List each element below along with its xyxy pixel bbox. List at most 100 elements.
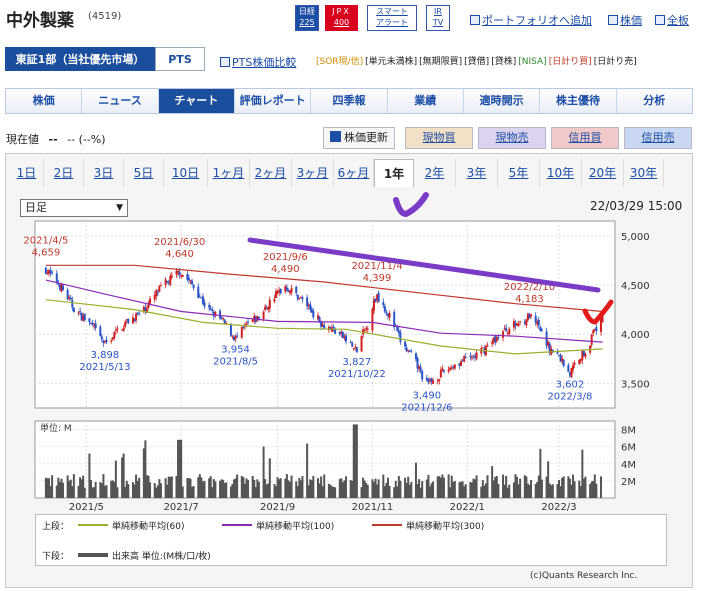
candle-body — [393, 311, 396, 328]
spot-buy-button[interactable]: 現物買 — [405, 127, 473, 149]
candle-body — [491, 341, 494, 344]
tab-chart[interactable]: チャート — [158, 89, 235, 113]
margin-buy-button[interactable]: 信用買 — [551, 127, 619, 149]
volume-bar — [236, 474, 239, 498]
trend-line-annotation — [247, 237, 601, 293]
jpx400-badge[interactable]: JPX 400 — [325, 5, 358, 31]
candle-body — [142, 306, 145, 312]
volume-bar — [438, 476, 441, 498]
margin-sell-button[interactable]: 信用売 — [624, 127, 692, 149]
volume-bar — [360, 487, 363, 498]
candle-body — [581, 350, 584, 361]
full-board-link[interactable]: 全板 — [655, 12, 689, 28]
tab-disclosure[interactable]: 適時開示 — [464, 89, 541, 113]
period-3[interactable]: 5日 — [124, 159, 164, 187]
candle-body — [355, 347, 358, 353]
period-12[interactable]: 5年 — [498, 159, 540, 187]
candle-body — [461, 360, 464, 362]
candle-body — [436, 380, 439, 382]
volume-bar — [425, 479, 428, 498]
candle-body — [116, 328, 119, 330]
period-14[interactable]: 20年 — [582, 159, 624, 187]
period-8[interactable]: 6ヶ月 — [334, 159, 374, 187]
volume-bar — [113, 481, 116, 498]
candle-body — [219, 310, 222, 319]
tab-shikiho[interactable]: 四季報 — [311, 89, 388, 113]
tab-earnings[interactable]: 業績 — [388, 89, 464, 113]
candle-body — [360, 336, 363, 352]
candle-body — [312, 311, 315, 318]
period-10[interactable]: 2年 — [414, 159, 456, 187]
period-9[interactable]: 1年 — [374, 159, 414, 187]
pts-compare-link[interactable]: PTS株価比較 — [220, 54, 296, 70]
volume-bar — [452, 481, 455, 498]
volume-bar — [372, 481, 375, 498]
volume-bar — [386, 477, 389, 498]
volume-bar — [71, 486, 74, 498]
interval-select[interactable]: 日足 ▼ — [20, 199, 128, 217]
period-0[interactable]: 1日 — [10, 159, 44, 187]
period-7[interactable]: 3ヶ月 — [292, 159, 334, 187]
volume-bar — [144, 440, 147, 498]
volume-bar — [169, 476, 172, 498]
candle-body — [475, 352, 478, 359]
stock-price-link[interactable]: 株価 — [608, 12, 642, 28]
volume-bar — [262, 446, 265, 498]
volume-bar — [200, 477, 203, 498]
candle-body — [371, 308, 374, 331]
tab-price[interactable]: 株価 — [6, 89, 83, 113]
volume-bar — [231, 483, 234, 498]
volume-bar — [382, 474, 385, 498]
tab-rating-report[interactable]: 評価レポート — [235, 89, 312, 113]
nikkei-number: 225 — [299, 18, 315, 27]
candle-body — [386, 313, 389, 316]
stock-code: (4519) — [88, 11, 122, 22]
market-primary-tab[interactable]: 東証1部（当社優先市場） — [5, 47, 155, 71]
candle-body — [590, 334, 593, 345]
volume-bar — [177, 439, 180, 498]
pts-tab[interactable]: PTS — [155, 47, 205, 71]
candle-body — [159, 285, 162, 287]
irtv-button[interactable]: IR TV — [426, 5, 450, 31]
smart-alert-button[interactable]: スマート アラート — [367, 5, 417, 31]
candle-body — [201, 296, 204, 304]
period-13[interactable]: 10年 — [540, 159, 582, 187]
x-tick-label-2: 2021/9 — [260, 502, 295, 513]
ma100-line — [45, 279, 603, 343]
tab-shareholder-benefits[interactable]: 株主優待 — [540, 89, 617, 113]
company-name: 中外製薬 — [6, 11, 74, 31]
spot-sell-button[interactable]: 現物売 — [478, 127, 546, 149]
tab-analysis[interactable]: 分析 — [643, 94, 666, 107]
volume-bar — [229, 486, 232, 498]
candle-body — [186, 273, 189, 280]
period-6[interactable]: 2ヶ月 — [250, 159, 292, 187]
volume-bar — [428, 486, 431, 498]
ma60-swatch — [78, 524, 108, 526]
period-5[interactable]: 1ヶ月 — [208, 159, 250, 187]
refresh-price-button[interactable]: 株価更新 — [323, 127, 395, 149]
volume-bar — [414, 462, 417, 498]
volume-bar — [321, 486, 324, 498]
period-1[interactable]: 2日 — [44, 159, 84, 187]
volume-bar — [116, 487, 119, 498]
legend-lower-label: 下段： — [42, 552, 70, 562]
volume-bar — [181, 486, 184, 498]
candle-body — [158, 285, 161, 292]
candle-body — [113, 332, 116, 338]
candle-body — [470, 357, 473, 359]
volume-bar — [279, 478, 282, 498]
tab-news[interactable]: ニュース — [82, 89, 159, 113]
add-portfolio-link[interactable]: ポートフォリオへ追加 — [470, 12, 592, 28]
volume-bar — [579, 485, 582, 498]
volume-bar — [539, 448, 542, 498]
volume-bar — [306, 443, 309, 498]
volume-bar — [355, 424, 358, 498]
stock-price-label: 株価 — [620, 14, 642, 27]
period-15[interactable]: 30年 — [624, 159, 664, 187]
period-11[interactable]: 3年 — [456, 159, 498, 187]
period-2[interactable]: 3日 — [84, 159, 124, 187]
candle-body — [397, 330, 400, 334]
period-4[interactable]: 10日 — [164, 159, 208, 187]
candle-body — [340, 331, 343, 334]
nikkei225-badge[interactable]: 日経 225 — [295, 5, 319, 31]
